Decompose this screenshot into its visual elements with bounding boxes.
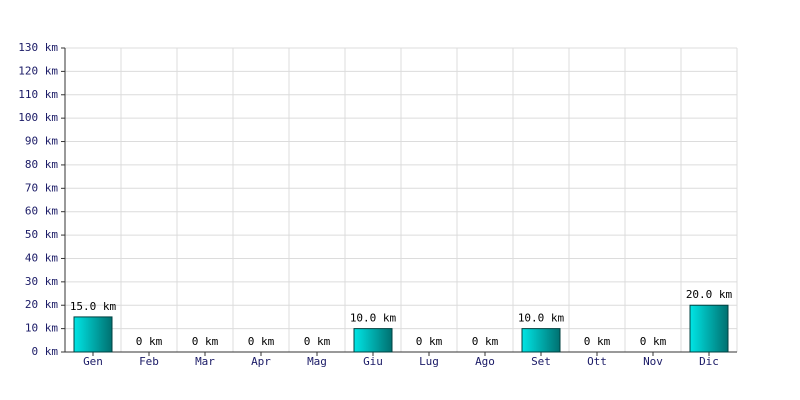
y-tick-label: 40 km: [25, 251, 58, 264]
value-label: 0 km: [472, 335, 499, 348]
y-tick-label: 0 km: [32, 345, 59, 358]
y-tick-label: 20 km: [25, 298, 58, 311]
value-label: 0 km: [416, 335, 443, 348]
x-tick-label: Nov: [643, 355, 663, 368]
y-tick-label: 10 km: [25, 322, 58, 335]
value-label: 0 km: [304, 335, 331, 348]
value-label: 0 km: [192, 335, 219, 348]
y-tick-label: 130 km: [18, 41, 58, 54]
x-tick-label: Dic: [699, 355, 719, 368]
value-label: 10.0 km: [518, 312, 565, 325]
bar: [689, 304, 729, 353]
y-tick-label: 110 km: [18, 88, 58, 101]
x-tick-label: Ago: [475, 355, 495, 368]
value-label: 0 km: [248, 335, 275, 348]
x-tick-label: Gen: [83, 355, 103, 368]
bar: [353, 328, 393, 353]
y-tick-label: 120 km: [18, 64, 58, 77]
value-label: 10.0 km: [350, 312, 397, 325]
y-tick-label: 30 km: [25, 275, 58, 288]
value-label: 0 km: [584, 335, 611, 348]
bar: [73, 316, 113, 353]
value-label: 15.0 km: [70, 300, 117, 313]
y-tick-label: 80 km: [25, 158, 58, 171]
x-tick-label: Set: [531, 355, 551, 368]
y-tick-label: 60 km: [25, 205, 58, 218]
value-label: 20.0 km: [686, 288, 733, 301]
value-label: 0 km: [136, 335, 163, 348]
x-tick-label: Apr: [251, 355, 271, 368]
x-tick-label: Feb: [139, 355, 159, 368]
x-tick-label: Giu: [363, 355, 383, 368]
value-label: 0 km: [640, 335, 667, 348]
y-tick-label: 100 km: [18, 111, 58, 124]
y-tick-label: 70 km: [25, 181, 58, 194]
x-tick-label: Lug: [419, 355, 439, 368]
x-tick-label: Mar: [195, 355, 215, 368]
x-tick-label: Ott: [587, 355, 607, 368]
y-tick-label: 90 km: [25, 135, 58, 148]
y-tick-label: 50 km: [25, 228, 58, 241]
x-tick-label: Mag: [307, 355, 327, 368]
bar: [521, 328, 561, 353]
